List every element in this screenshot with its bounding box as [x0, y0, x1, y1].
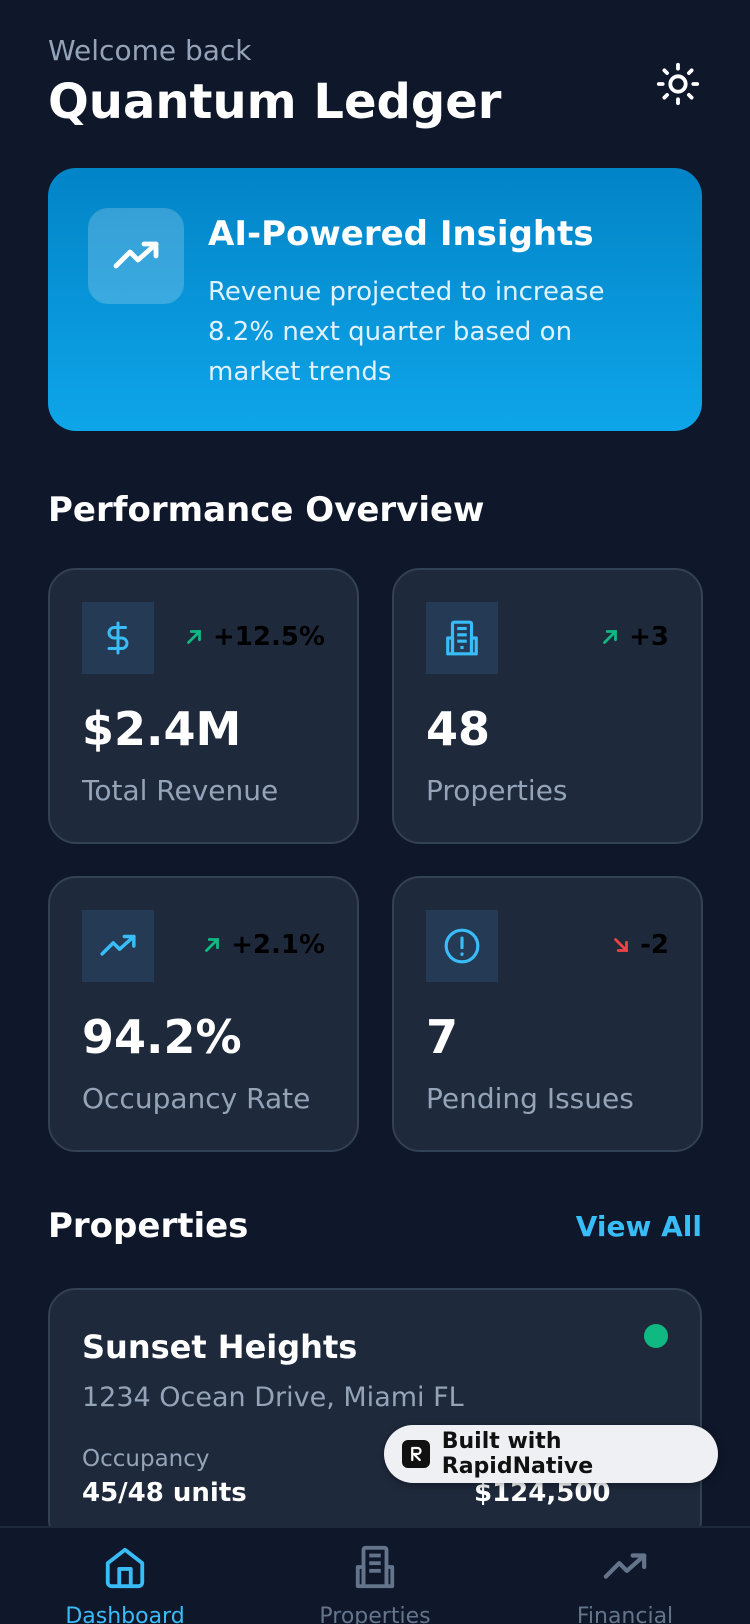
alert-circle-icon — [444, 928, 480, 964]
bottom-navigation: Dashboard Properties Financial — [0, 1526, 750, 1624]
trend-indicator: +2.1% — [201, 930, 325, 960]
insight-title: AI-Powered Insights — [208, 214, 594, 254]
stat-icon-box — [82, 602, 154, 674]
app-title: Quantum Ledger — [48, 74, 502, 130]
built-with-badge[interactable]: Built with RapidNative — [384, 1425, 718, 1483]
sun-icon — [656, 62, 700, 106]
trend-value: +3 — [629, 622, 669, 652]
arrow-up-right-icon — [603, 630, 617, 644]
nav-item-dashboard[interactable]: Dashboard — [25, 1528, 225, 1624]
ai-insight-card[interactable]: AI-Powered Insights Revenue projected to… — [48, 168, 702, 431]
stat-card-pending-issues[interactable]: -2 7 Pending Issues — [392, 876, 703, 1152]
welcome-text: Welcome back — [48, 34, 252, 67]
nav-item-properties[interactable]: Properties — [275, 1528, 475, 1624]
dollar-icon — [107, 621, 129, 655]
building-icon — [446, 620, 478, 656]
occupancy-label: Occupancy — [82, 1446, 210, 1472]
property-card[interactable]: Sunset Heights 1234 Ocean Drive, Miami F… — [48, 1288, 702, 1548]
trend-value: +2.1% — [231, 930, 325, 960]
nav-label: Financial — [576, 1604, 674, 1624]
arrow-up-right-icon — [187, 630, 201, 644]
stat-label: Properties — [426, 774, 568, 807]
stat-label: Pending Issues — [426, 1082, 634, 1115]
nav-item-financial[interactable]: Financial — [525, 1528, 725, 1624]
rapidnative-logo-icon — [402, 1440, 430, 1468]
stat-value: 48 — [426, 702, 491, 756]
trending-up-icon — [603, 1553, 647, 1579]
stat-card-revenue[interactable]: +12.5% $2.4M Total Revenue — [48, 568, 359, 844]
insight-icon-box — [88, 208, 184, 304]
trend-value: -2 — [640, 930, 669, 960]
trend-indicator: +3 — [599, 622, 669, 652]
trending-up-icon — [113, 241, 159, 269]
property-address: 1234 Ocean Drive, Miami FL — [82, 1382, 464, 1413]
trending-up-icon — [100, 934, 136, 956]
revenue-value: $124,500 — [474, 1478, 611, 1508]
insight-text: Revenue projected to increase 8.2% next … — [208, 277, 605, 387]
trend-indicator: -2 — [610, 930, 669, 960]
stat-label: Total Revenue — [82, 774, 279, 807]
performance-title: Performance Overview — [48, 490, 485, 530]
stat-card-properties[interactable]: +3 48 Properties — [392, 568, 703, 844]
stat-label: Occupancy Rate — [82, 1082, 311, 1115]
stat-icon-box — [426, 602, 498, 674]
nav-label: Properties — [319, 1604, 431, 1624]
trend-indicator: +12.5% — [183, 622, 325, 652]
property-name: Sunset Heights — [82, 1328, 358, 1366]
nav-label: Dashboard — [65, 1604, 185, 1624]
arrow-up-right-icon — [205, 938, 219, 952]
stat-value: 94.2% — [82, 1010, 242, 1064]
view-all-link[interactable]: View All — [575, 1210, 702, 1243]
status-dot — [644, 1324, 668, 1348]
badge-text: Built with RapidNative — [441, 1429, 594, 1479]
trend-value: +12.5% — [213, 622, 325, 652]
stat-value: $2.4M — [82, 702, 242, 756]
properties-title: Properties — [48, 1206, 249, 1246]
stat-card-occupancy[interactable]: +2.1% 94.2% Occupancy Rate — [48, 876, 359, 1152]
stat-value: 7 — [426, 1010, 459, 1064]
arrow-down-right-icon — [614, 938, 628, 952]
building-icon — [355, 1545, 395, 1589]
theme-toggle-button[interactable] — [652, 58, 704, 110]
occupancy-value: 45/48 units — [82, 1478, 247, 1508]
home-icon — [105, 1547, 145, 1589]
stat-icon-box — [426, 910, 498, 982]
stat-icon-box — [82, 910, 154, 982]
